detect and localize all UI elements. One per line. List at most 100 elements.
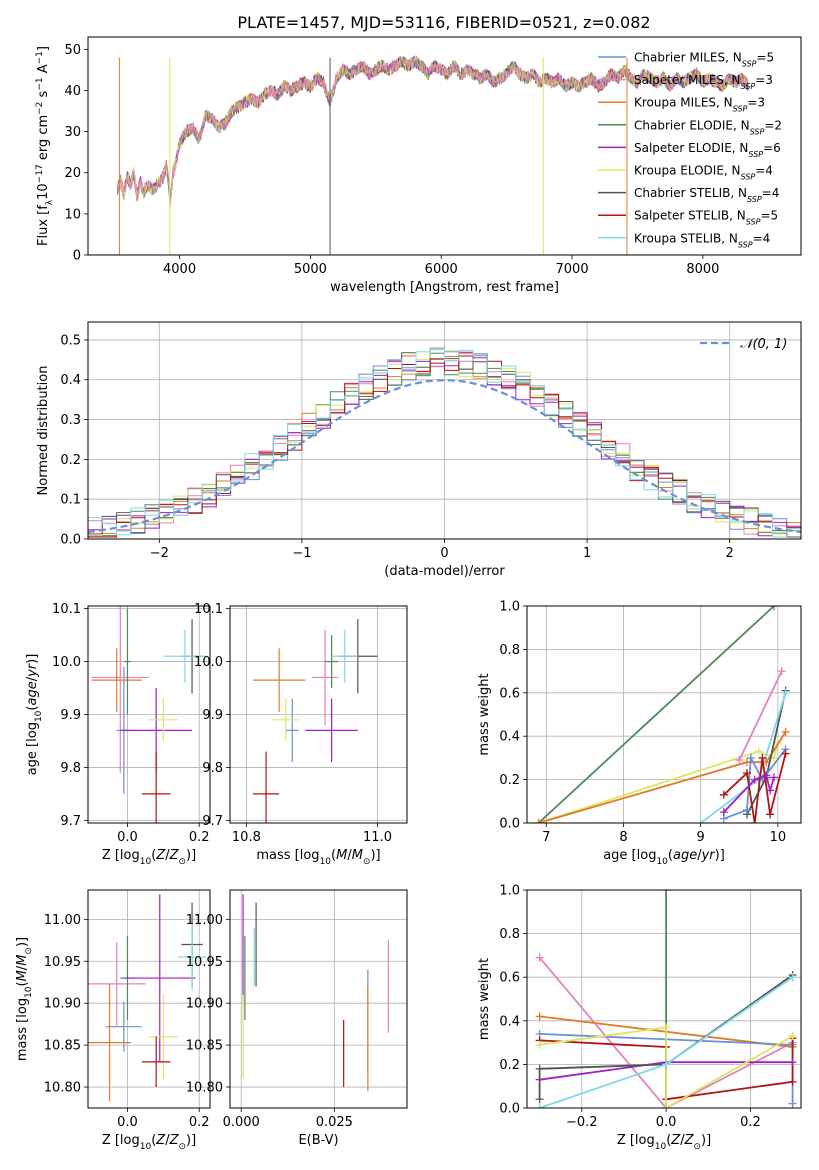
x-tick-label: 7000 (556, 262, 589, 277)
y-tick-label: 9.8 (60, 761, 81, 776)
y-tick-label: 50 (64, 43, 81, 58)
legend-label-text: Chabrier ELODIE, N (634, 118, 750, 132)
y-tick-label: 10.1 (52, 602, 81, 617)
x-tick-label: 7 (542, 830, 550, 845)
x-axis-label-part: age (673, 848, 697, 863)
panel-weight_vs_Z: −0.2 0.0 0.20.00.20.40.60.81.0Z [log10(Z/Z… (477, 884, 802, 1152)
x-tick-label: 10.8 (232, 830, 261, 845)
weight-marker (535, 1064, 544, 1073)
legend-label-sub: SSP (738, 240, 753, 249)
y-axis-label-part: Normed distribution (36, 366, 51, 496)
x-axis-label: Z [log10(Z/Z⊙)] (102, 848, 196, 867)
legend-label-sub: SSP (741, 172, 756, 181)
x-axis-label-part: (data-model)/error (384, 564, 505, 579)
y-axis-label-part: erg cm (36, 115, 51, 164)
y-axis-label-part: ⊙ (24, 947, 34, 955)
axes-frame (229, 605, 408, 824)
y-tick-label: 10.85 (44, 1039, 81, 1054)
axes-frame (87, 36, 802, 256)
y-tick-label: 9.7 (60, 814, 81, 829)
y-tick-label: 0.0 (499, 1102, 520, 1117)
y-axis-label-part: s (36, 90, 51, 101)
plot-area (534, 606, 790, 823)
y-tick-label: 0.0 (499, 817, 520, 832)
weight-marker (788, 1032, 797, 1041)
y-tick-label: 0.8 (499, 927, 520, 942)
legend-label-suffix: =5 (756, 51, 774, 65)
y-axis-label-part: / (25, 676, 40, 681)
y-axis-label: mass weight (477, 958, 492, 1040)
y-axis-label-part: yr (25, 662, 40, 678)
axes-frame (526, 605, 802, 824)
x-axis-label-part: Z [log (102, 848, 140, 863)
x-tick-label: 11.0 (363, 830, 392, 845)
y-tick-label: 0.4 (499, 1014, 520, 1029)
y-axis-label-part: ( (25, 706, 40, 711)
histogram-series (88, 349, 801, 539)
weight-marker (535, 1040, 544, 1049)
y-axis-label: Normed distribution (36, 366, 51, 496)
legend-label-sub: SSP (748, 149, 763, 158)
axes-frame (87, 889, 211, 1109)
legend-label-text: Salpeter STELIB, N (634, 209, 746, 223)
weight-marker (662, 1023, 671, 1032)
weight-marker (777, 667, 786, 676)
legend-label-sub: SSP (747, 195, 762, 204)
y-axis-label-part: −1 (35, 77, 45, 90)
legend-label-sub: SSP (733, 104, 748, 113)
x-tick-label: 0 (440, 546, 448, 561)
legend-label-text: Kroupa STELIB, N (634, 231, 738, 245)
legend-label: 𝒩(0, 1) (740, 337, 787, 352)
weight-marker (535, 1104, 544, 1108)
x-tick-label: −0.2 (566, 1115, 598, 1130)
axes-frame (526, 889, 802, 1109)
weight-marker (754, 747, 763, 756)
x-axis-label-part: 10 (140, 857, 152, 867)
y-tick-label: 10.80 (44, 1081, 81, 1096)
x-tick-label: 0.2 (740, 1115, 761, 1130)
x-tick-label: 8000 (686, 262, 719, 277)
legend-label-suffix: =3 (747, 96, 765, 110)
y-axis-label-part: −17 (35, 164, 45, 183)
weight-marker (662, 1060, 671, 1069)
y-tick-label: 11.00 (44, 913, 81, 928)
legend-label-suffix: =2 (764, 118, 782, 132)
x-tick-label: 2 (726, 546, 734, 561)
x-axis-label-part: Z (155, 848, 166, 863)
x-tick-label: 10 (770, 830, 787, 845)
legend-label-text: Salpeter MILES, N (634, 73, 741, 87)
y-tick-label: 9.8 (202, 761, 223, 776)
y-tick-label: 10.90 (186, 997, 223, 1012)
x-axis-label-part: 10 (655, 1142, 667, 1152)
weight-marker (788, 973, 797, 982)
y-axis-label-part: )] (15, 937, 30, 947)
histogram-series (88, 348, 801, 539)
x-axis-label-part: )] (715, 848, 725, 863)
x-axis-label-part: ⊙ (363, 857, 371, 867)
x-axis-label-part: ⊙ (178, 857, 186, 867)
x-axis-label-part: )] (186, 848, 196, 863)
weight-marker (746, 753, 755, 762)
weight-marker (534, 819, 543, 823)
y-axis-label-part: ( (15, 981, 30, 986)
y-axis-label-part: −2 (35, 102, 45, 115)
x-axis-label: E(B-V) (298, 1133, 338, 1148)
x-axis-label-part: )] (701, 1133, 711, 1148)
y-axis-label-part: age (25, 681, 40, 705)
y-tick-label: 0.2 (499, 1058, 520, 1073)
x-axis-label-part: Z (169, 1133, 180, 1148)
y-tick-label: 9.9 (202, 708, 223, 723)
y-axis-label-part: M (15, 970, 30, 981)
legend-label-text: Kroupa ELODIE, N (634, 164, 741, 178)
spectrum-line (117, 57, 749, 204)
x-axis-label-part: 10 (140, 1142, 152, 1152)
y-axis-label-part: 10 (24, 986, 34, 998)
y-tick-label: 0.2 (60, 453, 81, 468)
weight-marker (788, 1099, 797, 1108)
y-axis-label: Flux [fλ10−17 erg cm−2 s−1 A−1] (35, 46, 55, 246)
y-tick-label: 0.3 (60, 413, 81, 428)
y-tick-label: 10.95 (44, 955, 81, 970)
y-tick-label: 0.1 (60, 493, 81, 508)
x-tick-label: −1 (292, 546, 311, 561)
